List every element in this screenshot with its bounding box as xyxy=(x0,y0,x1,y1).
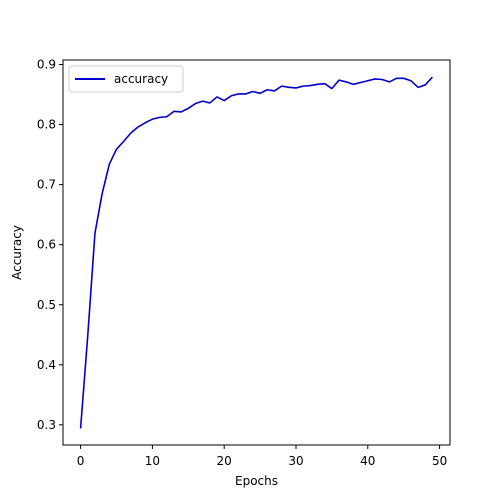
x-axis: 0 10 20 30 40 50 xyxy=(77,445,447,468)
x-tick-label: 40 xyxy=(360,454,375,468)
axes-frame xyxy=(62,59,451,446)
y-tick-label: 0.4 xyxy=(37,358,56,372)
y-tick-label: 0.7 xyxy=(37,178,56,192)
y-tick-label: 0.8 xyxy=(37,118,56,132)
legend-box xyxy=(68,65,184,93)
series-line-accuracy xyxy=(79,76,433,429)
legend: accuracy xyxy=(68,65,184,93)
y-tick-label: 0.3 xyxy=(37,418,56,432)
legend-label: accuracy xyxy=(114,72,168,86)
x-axis-label: Epochs xyxy=(235,474,278,488)
y-axis: 0.3 0.4 0.5 0.6 0.7 0.8 0.9 xyxy=(37,58,63,432)
x-tick-label: 30 xyxy=(288,454,303,468)
x-tick-label: 10 xyxy=(145,454,160,468)
y-tick-label: 0.9 xyxy=(37,58,56,72)
y-tick-label: 0.5 xyxy=(37,298,56,312)
x-tick-label: 20 xyxy=(217,454,232,468)
x-tick-label: 50 xyxy=(432,454,447,468)
plot-area xyxy=(79,76,433,429)
y-axis-label: Accuracy xyxy=(10,225,24,280)
x-tick-label: 0 xyxy=(77,454,85,468)
y-tick-label: 0.6 xyxy=(37,238,56,252)
